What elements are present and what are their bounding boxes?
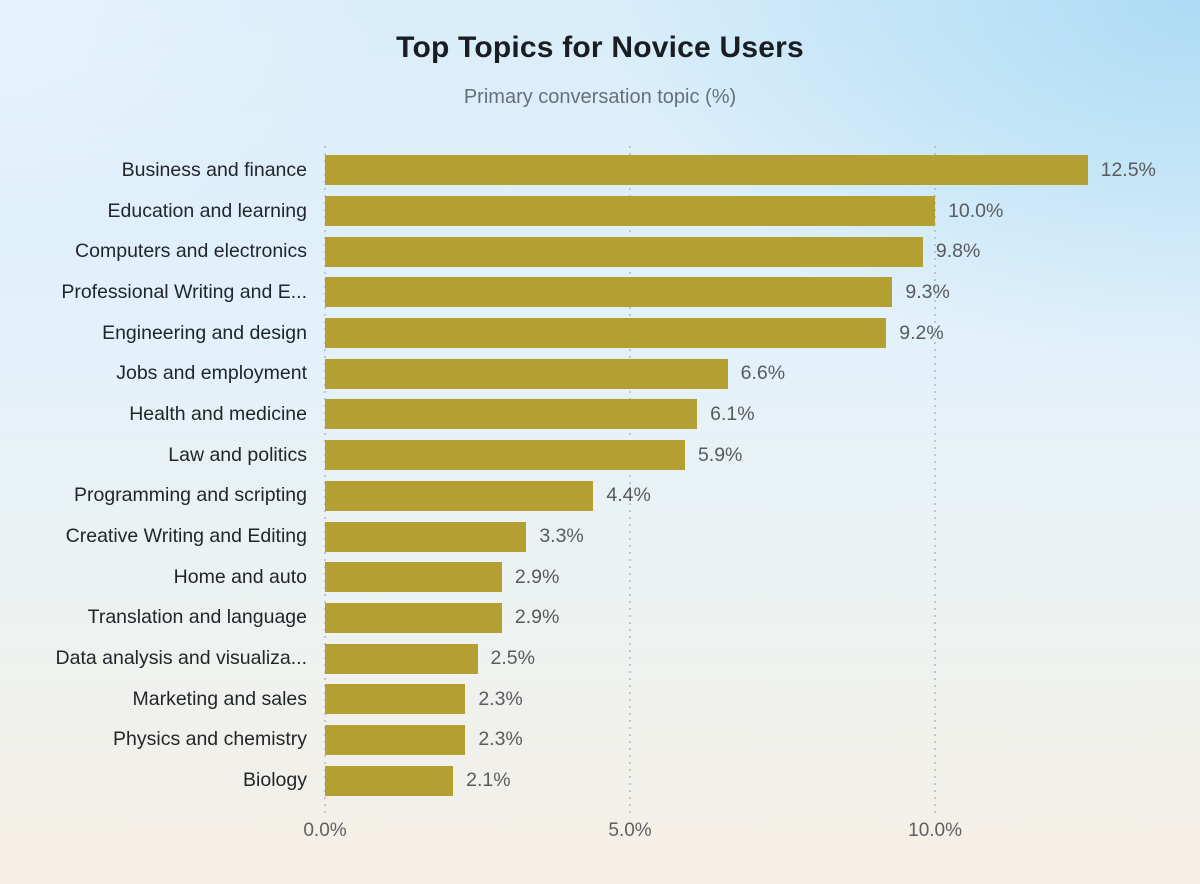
bar-track: 9.3% <box>325 277 1148 308</box>
chart-row: Home and auto 2.9% <box>0 557 1200 598</box>
bar <box>325 724 466 755</box>
chart-row: Data analysis and visualiza... 2.5% <box>0 638 1200 679</box>
bar-track: 5.9% <box>325 440 1148 471</box>
category-label: Data analysis and visualiza... <box>55 647 307 670</box>
value-label: 9.2% <box>899 321 944 344</box>
category-label: Computers and electronics <box>75 240 307 263</box>
category-label: Professional Writing and E... <box>61 280 307 303</box>
bar-track: 10.0% <box>325 196 1148 227</box>
chart-row: Marketing and sales 2.3% <box>0 679 1200 720</box>
bar-track: 2.1% <box>325 765 1148 796</box>
gridline <box>629 146 632 816</box>
value-label: 9.8% <box>935 240 981 263</box>
chart-row: Biology 2.1% <box>0 760 1200 801</box>
category-label: Physics and chemistry <box>113 728 307 751</box>
value-label: 2.1% <box>466 769 511 792</box>
bar-chart-rows: Business and finance 12.5% Education and… <box>0 150 1200 801</box>
chart-row: Education and learning 10.0% <box>0 191 1200 232</box>
value-label: 2.3% <box>478 728 523 751</box>
value-label: 2.9% <box>514 606 560 629</box>
chart-row: Engineering and design 9.2% <box>0 313 1200 354</box>
value-label: 9.3% <box>905 280 950 303</box>
bar-track: 2.9% <box>325 602 1148 633</box>
bar <box>325 684 466 715</box>
chart-row: Professional Writing and E... 9.3% <box>0 272 1200 313</box>
category-label: Home and auto <box>173 565 307 588</box>
bar-track: 2.9% <box>325 562 1148 593</box>
bar <box>325 602 502 633</box>
chart-row: Translation and language 2.9% <box>0 598 1200 639</box>
bar <box>325 277 893 308</box>
bar-track: 2.3% <box>325 724 1148 755</box>
x-axis: 0.0% 5.0% 10.0% <box>303 820 1148 848</box>
chart-row: Jobs and employment 6.6% <box>0 353 1200 394</box>
chart-row: Computers and electronics 9.8% <box>0 231 1200 272</box>
chart-row: Creative Writing and Editing 3.3% <box>0 516 1200 557</box>
chart-row: Business and finance 12.5% <box>0 150 1200 191</box>
bar-track: 6.1% <box>325 399 1148 430</box>
category-label: Health and medicine <box>129 402 307 425</box>
category-label: Business and finance <box>121 158 307 181</box>
bar <box>325 440 685 471</box>
x-tick-label: 10.0% <box>908 820 963 841</box>
category-label: Law and politics <box>168 443 307 466</box>
bar <box>325 480 594 511</box>
category-label: Translation and language <box>87 606 307 629</box>
value-label: 2.5% <box>490 647 535 670</box>
chart-subtitle: Primary conversation topic (%) <box>463 86 737 108</box>
value-label: 2.9% <box>514 565 560 588</box>
bar-track: 12.5% <box>325 155 1156 186</box>
bar-track: 2.3% <box>325 684 1148 715</box>
category-label: Marketing and sales <box>132 687 307 710</box>
category-label: Jobs and employment <box>116 362 307 385</box>
chart-title: Top Topics for Novice Users <box>396 31 804 64</box>
category-label: Programming and scripting <box>73 484 307 507</box>
value-label: 6.1% <box>710 402 755 425</box>
bar-track: 3.3% <box>325 521 1148 552</box>
bar <box>325 521 527 552</box>
category-label: Creative Writing and Editing <box>65 525 307 548</box>
bar <box>325 765 454 796</box>
x-tick-label: 0.0% <box>303 820 347 841</box>
bar <box>325 318 887 349</box>
bar <box>325 236 923 267</box>
gridline <box>934 146 937 816</box>
bar-track: 4.4% <box>325 480 1148 511</box>
chart-row: Law and politics 5.9% <box>0 435 1200 476</box>
category-label: Education and learning <box>107 199 308 222</box>
bar <box>325 155 1088 186</box>
bar-track: 9.8% <box>325 236 1148 267</box>
bar <box>325 643 478 674</box>
chart-row: Health and medicine 6.1% <box>0 394 1200 435</box>
bar-track: 2.5% <box>325 643 1148 674</box>
value-label: 6.6% <box>740 362 786 385</box>
value-label: 5.9% <box>697 443 743 466</box>
bar <box>325 562 502 593</box>
category-label: Engineering and design <box>102 321 307 344</box>
value-label: 10.0% <box>948 199 1004 222</box>
category-label: Biology <box>243 769 307 792</box>
bar <box>325 358 728 389</box>
chart-row: Programming and scripting 4.4% <box>0 476 1200 517</box>
x-tick-label: 5.0% <box>608 820 652 841</box>
bar-track: 6.6% <box>325 358 1148 389</box>
bar <box>325 399 698 430</box>
bar-track: 9.2% <box>325 318 1148 349</box>
value-label: 4.4% <box>606 484 651 507</box>
value-label: 3.3% <box>539 525 584 548</box>
chart-row: Physics and chemistry 2.3% <box>0 720 1200 761</box>
bar <box>325 196 936 227</box>
value-label: 2.3% <box>478 687 523 710</box>
value-label: 12.5% <box>1100 158 1156 181</box>
